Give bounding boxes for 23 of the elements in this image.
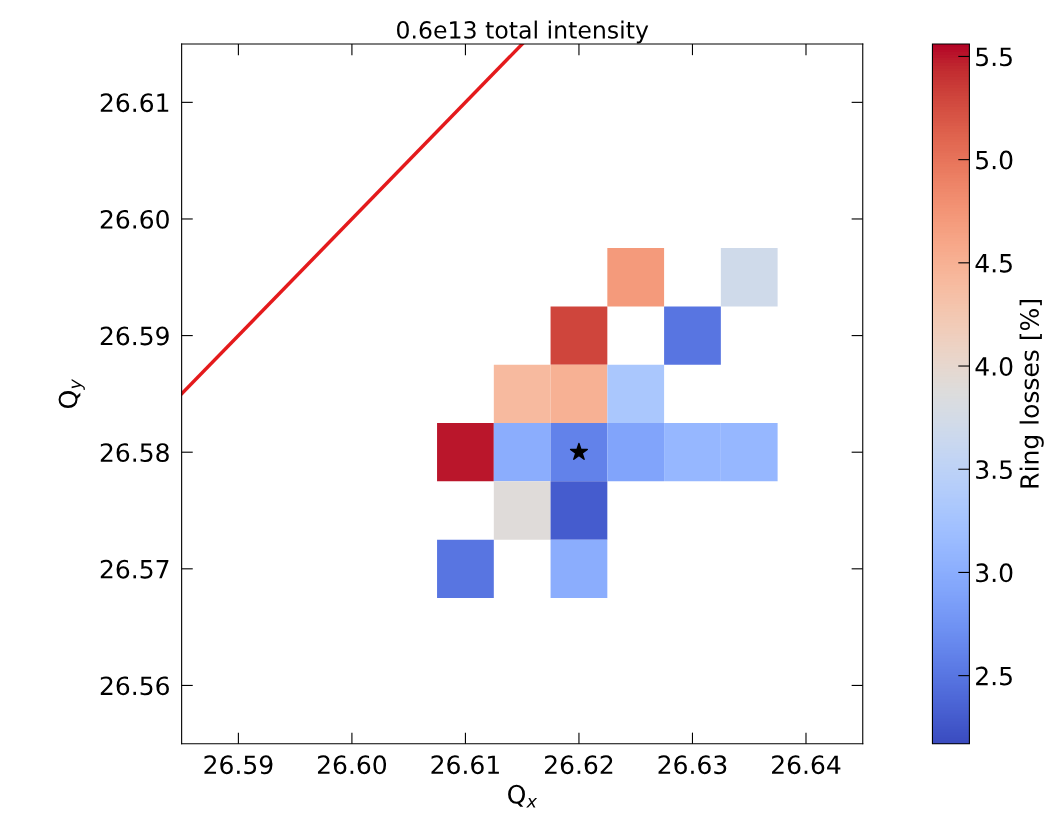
color-bar-label: 5.5: [976, 47, 1012, 67]
x-tick-label: 26.60: [317, 755, 387, 775]
color-bar-label: 4.5: [975, 254, 1012, 273]
y-tick-label: 26.58: [100, 443, 169, 463]
color-bar-label: 2.5: [976, 666, 1012, 686]
x-tick-label: 26.62: [545, 755, 613, 775]
color-bar-label: 5.0: [976, 150, 1013, 170]
x-axis-title: Q$_{x}$: [508, 784, 538, 808]
y-tick-label: 26.60: [100, 209, 169, 229]
y-tick-label: 26.61: [100, 93, 169, 113]
x-tick-label: 26.59: [204, 755, 273, 775]
color-bar-label: 3.5: [976, 460, 1012, 480]
chart-title: 0.6e13 total intensity: [397, 20, 649, 44]
y-tick-label: 26.56: [100, 676, 169, 696]
color-bar-title: Ring losses [%]: [1019, 300, 1044, 488]
y-tick-label: 26.59: [100, 326, 169, 346]
y-tick-label: 26.57: [100, 559, 169, 579]
x-tick-label: 26.61: [431, 755, 499, 775]
y-axis-title: Q$_{y}$: [58, 378, 85, 408]
color-bar-label: 4.0: [975, 356, 1013, 376]
x-tick-label: 26.64: [772, 755, 841, 775]
color-bar-label: 3.0: [976, 563, 1013, 583]
x-tick-label: 26.63: [658, 755, 727, 775]
